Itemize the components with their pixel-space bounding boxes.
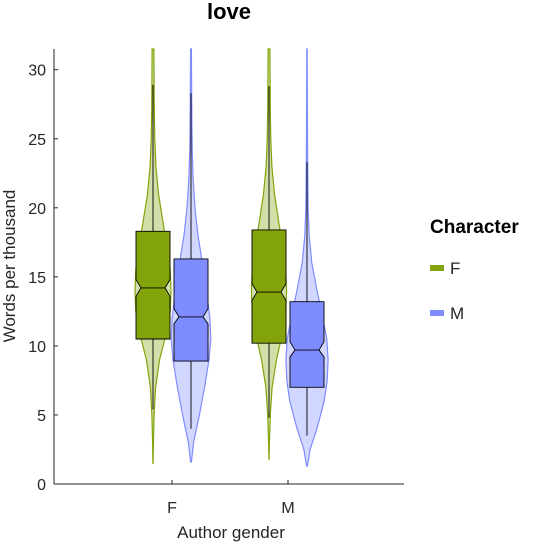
y-tick-label-30: 30 <box>28 63 46 80</box>
legend-label-M: M <box>450 304 464 323</box>
y-axis-label: Words per thousand <box>0 190 19 343</box>
axes: 0 5 10 15 20 25 30 F M <box>28 49 404 517</box>
box-M-M <box>289 301 325 388</box>
x-axis-label: Author gender <box>177 523 285 542</box>
y-tick-label-10: 10 <box>28 339 46 356</box>
box-F-M <box>251 229 287 344</box>
y-tick-label-5: 5 <box>37 408 46 425</box>
y-tick-label-15: 15 <box>28 270 46 287</box>
y-tick-label-20: 20 <box>28 201 46 218</box>
box-M-F <box>173 258 209 362</box>
legend: Character F M <box>430 217 519 323</box>
legend-swatch-F <box>430 265 444 271</box>
legend-label-F: F <box>450 259 460 278</box>
y-tick-label-0: 0 <box>37 477 46 494</box>
legend-swatch-M <box>430 310 444 316</box>
x-tick-label-M: M <box>281 500 294 517</box>
legend-title: Character <box>430 217 519 238</box>
plot-area <box>134 48 329 467</box>
box-F-F <box>135 230 171 340</box>
y-tick-label-25: 25 <box>28 132 46 149</box>
x-tick-label-F: F <box>167 500 177 517</box>
chart-title: love <box>207 0 251 24</box>
